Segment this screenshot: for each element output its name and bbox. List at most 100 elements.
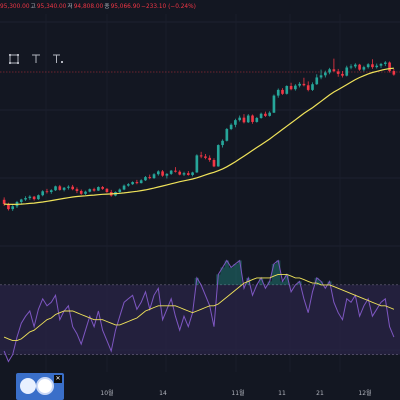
moving-average-line [4,67,394,206]
video-thumbnail[interactable]: ✕ [16,373,64,400]
candle-body [165,173,169,176]
candle-body [259,113,263,119]
candle-body [302,83,306,86]
candle-body [122,185,126,190]
candle-body [242,117,246,123]
candle-body [255,118,259,122]
candle-body [144,177,147,181]
thumbnail-shape-2 [36,377,54,395]
candle-body [75,189,79,191]
candle-body [45,191,49,193]
candle-body [139,180,143,184]
candle-body [186,173,190,175]
candle-body [298,83,301,86]
rsi-line [3,259,395,363]
x-tick-label: 21 [316,390,324,397]
candle-body [392,71,396,75]
candle-body [19,199,23,202]
candle-body [349,66,353,68]
candle-body [221,140,224,146]
candle-body [169,170,173,174]
candle-body [379,63,383,66]
candle-body [362,67,366,70]
change-value: −233.10 (−0.24%) [141,4,196,10]
text-icon[interactable] [25,51,47,67]
candle-body [341,73,344,76]
text-sub-icon[interactable] [47,51,69,67]
candle-body [238,117,242,121]
candle-body [7,203,10,210]
high-value: 95,340.00 [36,4,67,10]
candle-body [332,69,336,72]
high-label: 고 [30,4,36,10]
candle-body [366,64,370,68]
x-tick-label: 11 [278,390,286,397]
close-value: 95,066.90 [110,4,141,10]
candle-body [62,187,66,190]
x-tick-label: 11월 [231,389,244,397]
x-tick-label: 10월 [100,389,113,397]
candle-body [388,62,391,72]
low-label: 저 [67,4,73,10]
close-icon[interactable]: ✕ [54,375,62,383]
candle-body [216,145,220,167]
candle-body [319,75,323,78]
candle-body [84,191,87,194]
open-value: 95,300.00 [0,4,30,10]
candle-body [306,85,310,90]
candle-body [2,199,6,204]
candle-body [336,71,340,74]
candle-body [24,198,27,200]
candle-body [208,157,212,161]
candle-body [276,89,280,96]
candle-body [37,195,40,200]
rsi-ma-line [3,273,395,342]
square-icon[interactable] [3,51,25,67]
candle-body [225,129,229,141]
candle-body [285,85,289,94]
rsi-overbought-fill [194,260,332,285]
candle-body [101,187,104,189]
candle-body [92,189,96,191]
candle-body [156,171,160,175]
candle-body [161,171,164,176]
candle-body [204,156,207,158]
candle-body [174,170,177,172]
candle-body [178,171,182,175]
candle-body [353,64,357,67]
candle-body [41,191,45,196]
candle-body [182,173,186,175]
candle-body [212,160,216,167]
candle-body [54,186,57,191]
candle-body [131,182,134,185]
candle-body [324,72,327,76]
candle-body [148,177,152,179]
candle-body [358,64,361,70]
candle-body [127,184,130,186]
candle-body [28,196,32,199]
candle-body [195,155,199,173]
candle-body [58,186,62,190]
candle-body [234,120,237,125]
candle-body [371,64,374,68]
candle-body [191,172,194,175]
candle-body [67,186,70,188]
candle-body [246,115,250,123]
candle-body [135,182,139,184]
candle-body [32,196,36,200]
candle-body [345,67,349,76]
candle-body [97,187,100,191]
ohlc-header: 95,300.00고95,340.00저94,808.00종95,066.90−… [0,0,400,14]
candle-body [375,65,379,68]
candle-body [289,85,293,90]
candle-body [49,190,53,193]
close-label: 종 [104,4,110,10]
candle-body [294,85,297,90]
thumbnail-shape [20,378,36,394]
low-value: 94,808.00 [73,4,104,10]
candle-body [251,115,254,122]
candle-body [281,89,284,94]
candle-body [105,188,109,193]
candle-body [88,189,92,192]
